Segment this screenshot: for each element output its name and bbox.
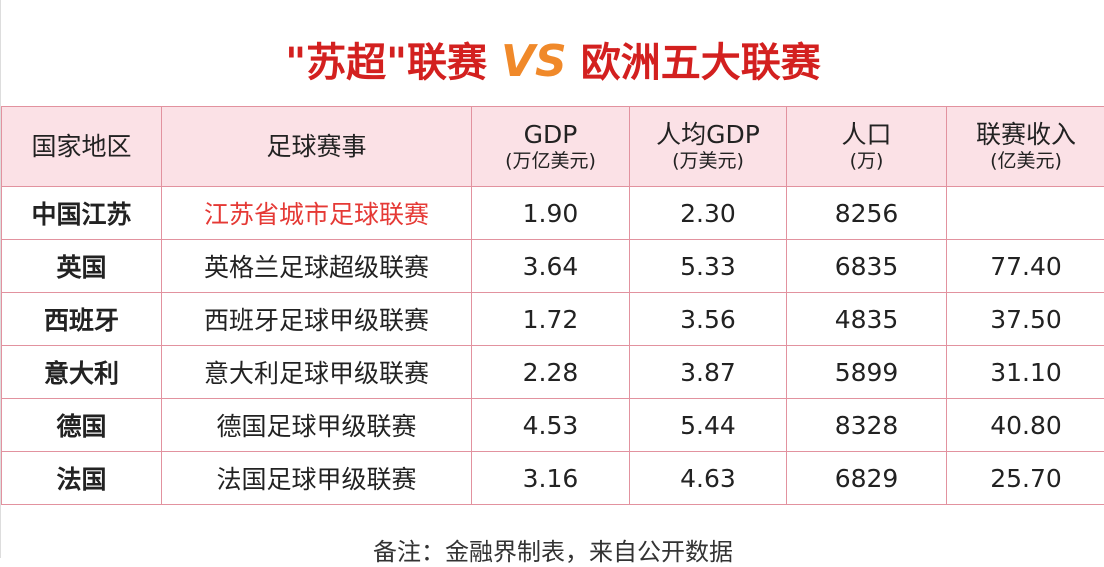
table-cell: 中国江苏 [2, 187, 162, 240]
header-unit: (亿美元) [947, 150, 1104, 173]
table-cell: 法国 [2, 452, 162, 505]
table-cell: 4.63 [630, 452, 787, 505]
footer-note: 备注：金融界制表，来自公开数据 [1, 532, 1104, 567]
header-main: GDP [524, 120, 578, 149]
table-cell: 英格兰足球超级联赛 [162, 240, 472, 293]
header-cell: GDP(万亿美元) [472, 107, 630, 187]
table-cell: 40.80 [947, 399, 1104, 452]
title-vs: VS [501, 36, 567, 87]
title: "苏超"联赛 VS 欧洲五大联赛 [1, 30, 1104, 88]
header-cell: 联赛收入(亿美元) [947, 107, 1104, 187]
header-main: 足球赛事 [266, 132, 366, 161]
table-cell: 1.72 [472, 293, 630, 346]
table-cell: 5.44 [630, 399, 787, 452]
table-cell: 3.64 [472, 240, 630, 293]
table-cell: 6829 [787, 452, 947, 505]
table-cell: 8256 [787, 187, 947, 240]
table-cell: 25.70 [947, 452, 1104, 505]
header-cell: 人均GDP(万美元) [630, 107, 787, 187]
header-main: 联赛收入 [976, 120, 1076, 149]
table-cell: 3.56 [630, 293, 787, 346]
table-cell: 5.33 [630, 240, 787, 293]
table-cell: 4835 [787, 293, 947, 346]
header-cell: 人口(万) [787, 107, 947, 187]
table-cell: 江苏省城市足球联赛 [162, 187, 472, 240]
title-right: 欧洲五大联赛 [581, 40, 821, 86]
table-cell: 2.30 [630, 187, 787, 240]
table-cell: 英国 [2, 240, 162, 293]
header-main: 人均GDP [656, 120, 760, 149]
title-left: "苏超"联赛 [285, 40, 487, 86]
table-cell: 意大利 [2, 346, 162, 399]
table-cell: 法国足球甲级联赛 [162, 452, 472, 505]
header-cell: 国家地区 [2, 107, 162, 187]
table-cell: 1.90 [472, 187, 630, 240]
table-cell: 2.28 [472, 346, 630, 399]
table-cell: 4.53 [472, 399, 630, 452]
table-cell: 8328 [787, 399, 947, 452]
table-cell: 德国 [2, 399, 162, 452]
header-unit: (万亿美元) [472, 150, 629, 173]
header-main: 国家地区 [31, 132, 131, 161]
table-cell: 5899 [787, 346, 947, 399]
header-cell: 足球赛事 [162, 107, 472, 187]
table-cell: 3.87 [630, 346, 787, 399]
table-cell: 6835 [787, 240, 947, 293]
table-cell: 西班牙足球甲级联赛 [162, 293, 472, 346]
table-cell: 意大利足球甲级联赛 [162, 346, 472, 399]
table-cell: 3.16 [472, 452, 630, 505]
table-cell: 西班牙 [2, 293, 162, 346]
table-cell [947, 187, 1104, 240]
header-unit: (万美元) [630, 150, 786, 173]
table-cell: 37.50 [947, 293, 1104, 346]
table-cell: 77.40 [947, 240, 1104, 293]
table-cell: 德国足球甲级联赛 [162, 399, 472, 452]
header-unit: (万) [787, 150, 946, 173]
table-cell: 31.10 [947, 346, 1104, 399]
header-main: 人口 [841, 120, 891, 149]
